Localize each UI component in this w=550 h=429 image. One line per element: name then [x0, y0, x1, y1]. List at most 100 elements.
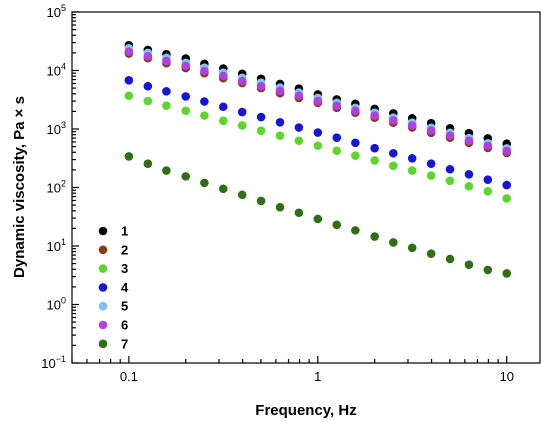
- data-point: [237, 107, 247, 117]
- data-point: [389, 238, 398, 247]
- data-point: [426, 171, 436, 180]
- legend-marker: [98, 320, 108, 330]
- data-point: [200, 66, 209, 76]
- data-point: [218, 184, 228, 194]
- data-point: [502, 180, 512, 190]
- data-point: [218, 116, 228, 126]
- legend-marker: [98, 245, 108, 255]
- y-tick-label: 101: [47, 237, 66, 254]
- data-point: [294, 136, 304, 146]
- data-point: [370, 232, 379, 241]
- data-point: [502, 194, 512, 203]
- data-point: [464, 170, 474, 179]
- data-point: [426, 159, 436, 169]
- data-point: [313, 214, 323, 224]
- data-point: [445, 164, 455, 174]
- y-tick-label: 104: [47, 62, 66, 79]
- legend-marker: [98, 226, 108, 236]
- data-point: [181, 61, 191, 71]
- data-point: [275, 131, 285, 140]
- data-point: [483, 141, 493, 151]
- x-tick-label: 10: [499, 369, 513, 384]
- data-point: [218, 102, 228, 112]
- y-tick-label: 100: [47, 296, 66, 313]
- data-point: [351, 226, 360, 235]
- data-point: [313, 96, 323, 106]
- data-point: [181, 92, 191, 101]
- data-point: [332, 133, 342, 143]
- legend: 1 2 3 4 5 6 7: [98, 224, 129, 351]
- data-point: [483, 175, 493, 184]
- data-point: [162, 56, 171, 66]
- data-point: [162, 101, 171, 111]
- data-point: [294, 208, 304, 218]
- series-3: [124, 91, 512, 203]
- data-point: [445, 254, 455, 264]
- data-point: [407, 166, 417, 175]
- data-point: [332, 220, 342, 230]
- y-tick-label: 105: [47, 3, 66, 20]
- data-point: [502, 146, 512, 156]
- data-points: [124, 40, 512, 278]
- legend-label: 6: [121, 318, 128, 333]
- data-point: [483, 187, 493, 196]
- data-point: [143, 81, 153, 91]
- y-tick-label: 10−1: [41, 354, 66, 371]
- series-7: [124, 152, 512, 278]
- data-point: [464, 260, 474, 269]
- data-point: [124, 47, 134, 56]
- data-point: [407, 121, 417, 130]
- legend-marker: [98, 339, 108, 349]
- data-point: [389, 148, 398, 158]
- y-axis-ticks: 10−1 100 101 102 103 104 105: [41, 3, 79, 371]
- data-point: [426, 249, 436, 258]
- data-point: [502, 269, 512, 278]
- legend-marker: [98, 283, 108, 292]
- data-point: [370, 111, 379, 120]
- data-point: [256, 81, 266, 91]
- data-point: [200, 97, 209, 106]
- data-point: [237, 121, 247, 130]
- data-point: [143, 51, 153, 61]
- data-point: [445, 176, 455, 186]
- data-point: [237, 190, 247, 200]
- data-point: [294, 91, 304, 101]
- data-point: [256, 112, 266, 122]
- data-point: [181, 106, 191, 116]
- legend-label: 7: [121, 336, 128, 351]
- data-point: [181, 172, 191, 181]
- y-tick-label: 102: [47, 179, 66, 196]
- data-point: [483, 265, 493, 275]
- x-axis-label: Frequency, Hz: [255, 402, 356, 419]
- y-tick-label: 103: [47, 120, 66, 137]
- x-tick-label: 1: [314, 369, 321, 384]
- data-point: [407, 243, 417, 253]
- data-point: [275, 202, 285, 212]
- y-axis-label: Dynamic viscosity, Pa × s: [11, 96, 28, 278]
- data-point: [162, 87, 171, 96]
- data-point: [294, 123, 304, 132]
- data-point: [389, 116, 398, 125]
- data-point: [143, 159, 153, 169]
- legend-marker: [98, 264, 108, 273]
- data-point: [370, 143, 379, 153]
- data-point: [426, 126, 436, 135]
- data-point: [351, 138, 360, 148]
- data-point: [313, 128, 323, 137]
- data-point: [143, 96, 153, 106]
- data-point: [124, 91, 134, 101]
- data-point: [256, 196, 266, 206]
- data-point: [313, 141, 323, 150]
- data-point: [389, 161, 398, 171]
- series-4: [124, 75, 512, 190]
- data-point: [445, 131, 455, 140]
- legend-label: 1: [121, 224, 128, 239]
- legend-label: 3: [121, 261, 128, 276]
- data-point: [237, 76, 247, 86]
- data-point: [218, 71, 228, 81]
- data-point: [200, 178, 209, 188]
- data-point: [332, 146, 342, 156]
- x-tick-label: 0.1: [120, 369, 138, 384]
- data-point: [370, 156, 379, 165]
- data-point: [464, 181, 474, 191]
